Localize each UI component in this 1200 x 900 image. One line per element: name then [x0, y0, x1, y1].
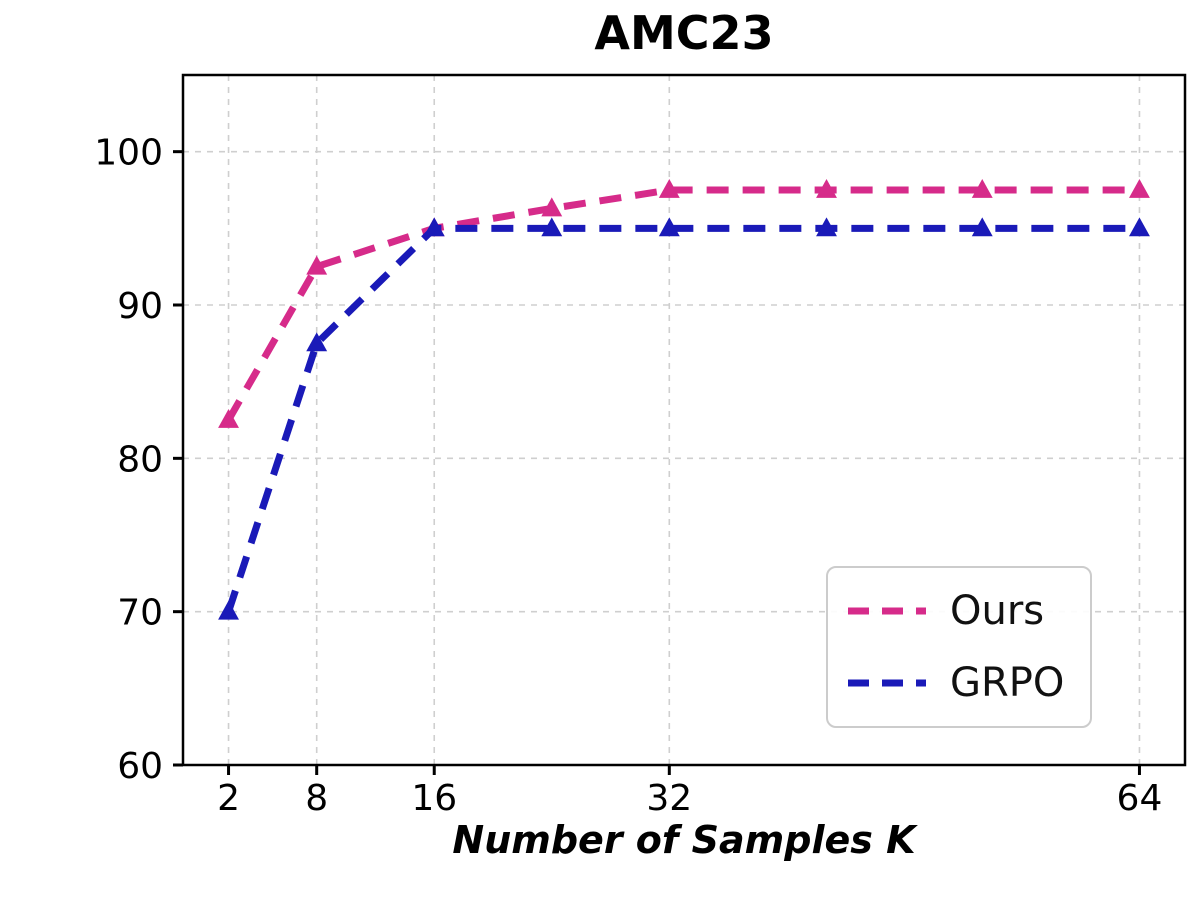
x-tick-label: 2 [217, 778, 240, 819]
marker-ours [306, 255, 328, 275]
x-tick-label: 64 [1117, 778, 1163, 819]
marker-grpo [306, 332, 328, 352]
series-line-grpo [225, 224, 1140, 613]
legend-item-grpo: GRPO [846, 652, 1064, 714]
y-tick-label: 80 [117, 439, 163, 480]
marker-grpo [658, 217, 680, 237]
legend: Ours GRPO [826, 566, 1093, 728]
chart-title: AMC23 [594, 6, 774, 60]
marker-grpo [816, 217, 837, 237]
x-tick-label: 16 [411, 778, 457, 819]
marker-grpo [971, 217, 993, 237]
legend-line-ours-icon [848, 607, 926, 615]
x-tick-label: 8 [305, 778, 328, 819]
y-tick-label: 90 [117, 286, 163, 327]
y-tick-label: 100 [94, 133, 163, 174]
marker-ours [1129, 179, 1150, 198]
marker-ours [971, 179, 993, 198]
marker-grpo [423, 217, 445, 237]
marker-grpo [541, 217, 563, 237]
legend-item-ours: Ours [846, 580, 1064, 642]
marker-ours [541, 197, 563, 217]
legend-label-ours: Ours [950, 588, 1045, 634]
x-tick-label: 32 [646, 778, 692, 819]
series-line-ours [225, 186, 1140, 422]
x-axis-label: Number of Samples K [452, 818, 916, 862]
marker-grpo [1129, 217, 1150, 237]
legend-line-grpo-icon [848, 679, 926, 687]
marker-ours [218, 409, 239, 428]
y-tick-label: 60 [117, 746, 163, 787]
marker-ours [658, 179, 680, 198]
marker-ours [816, 179, 837, 198]
marker-grpo [218, 600, 239, 620]
axes-spines [181, 73, 1187, 767]
legend-label-grpo: GRPO [950, 660, 1065, 706]
y-tick-label: 70 [117, 593, 163, 634]
